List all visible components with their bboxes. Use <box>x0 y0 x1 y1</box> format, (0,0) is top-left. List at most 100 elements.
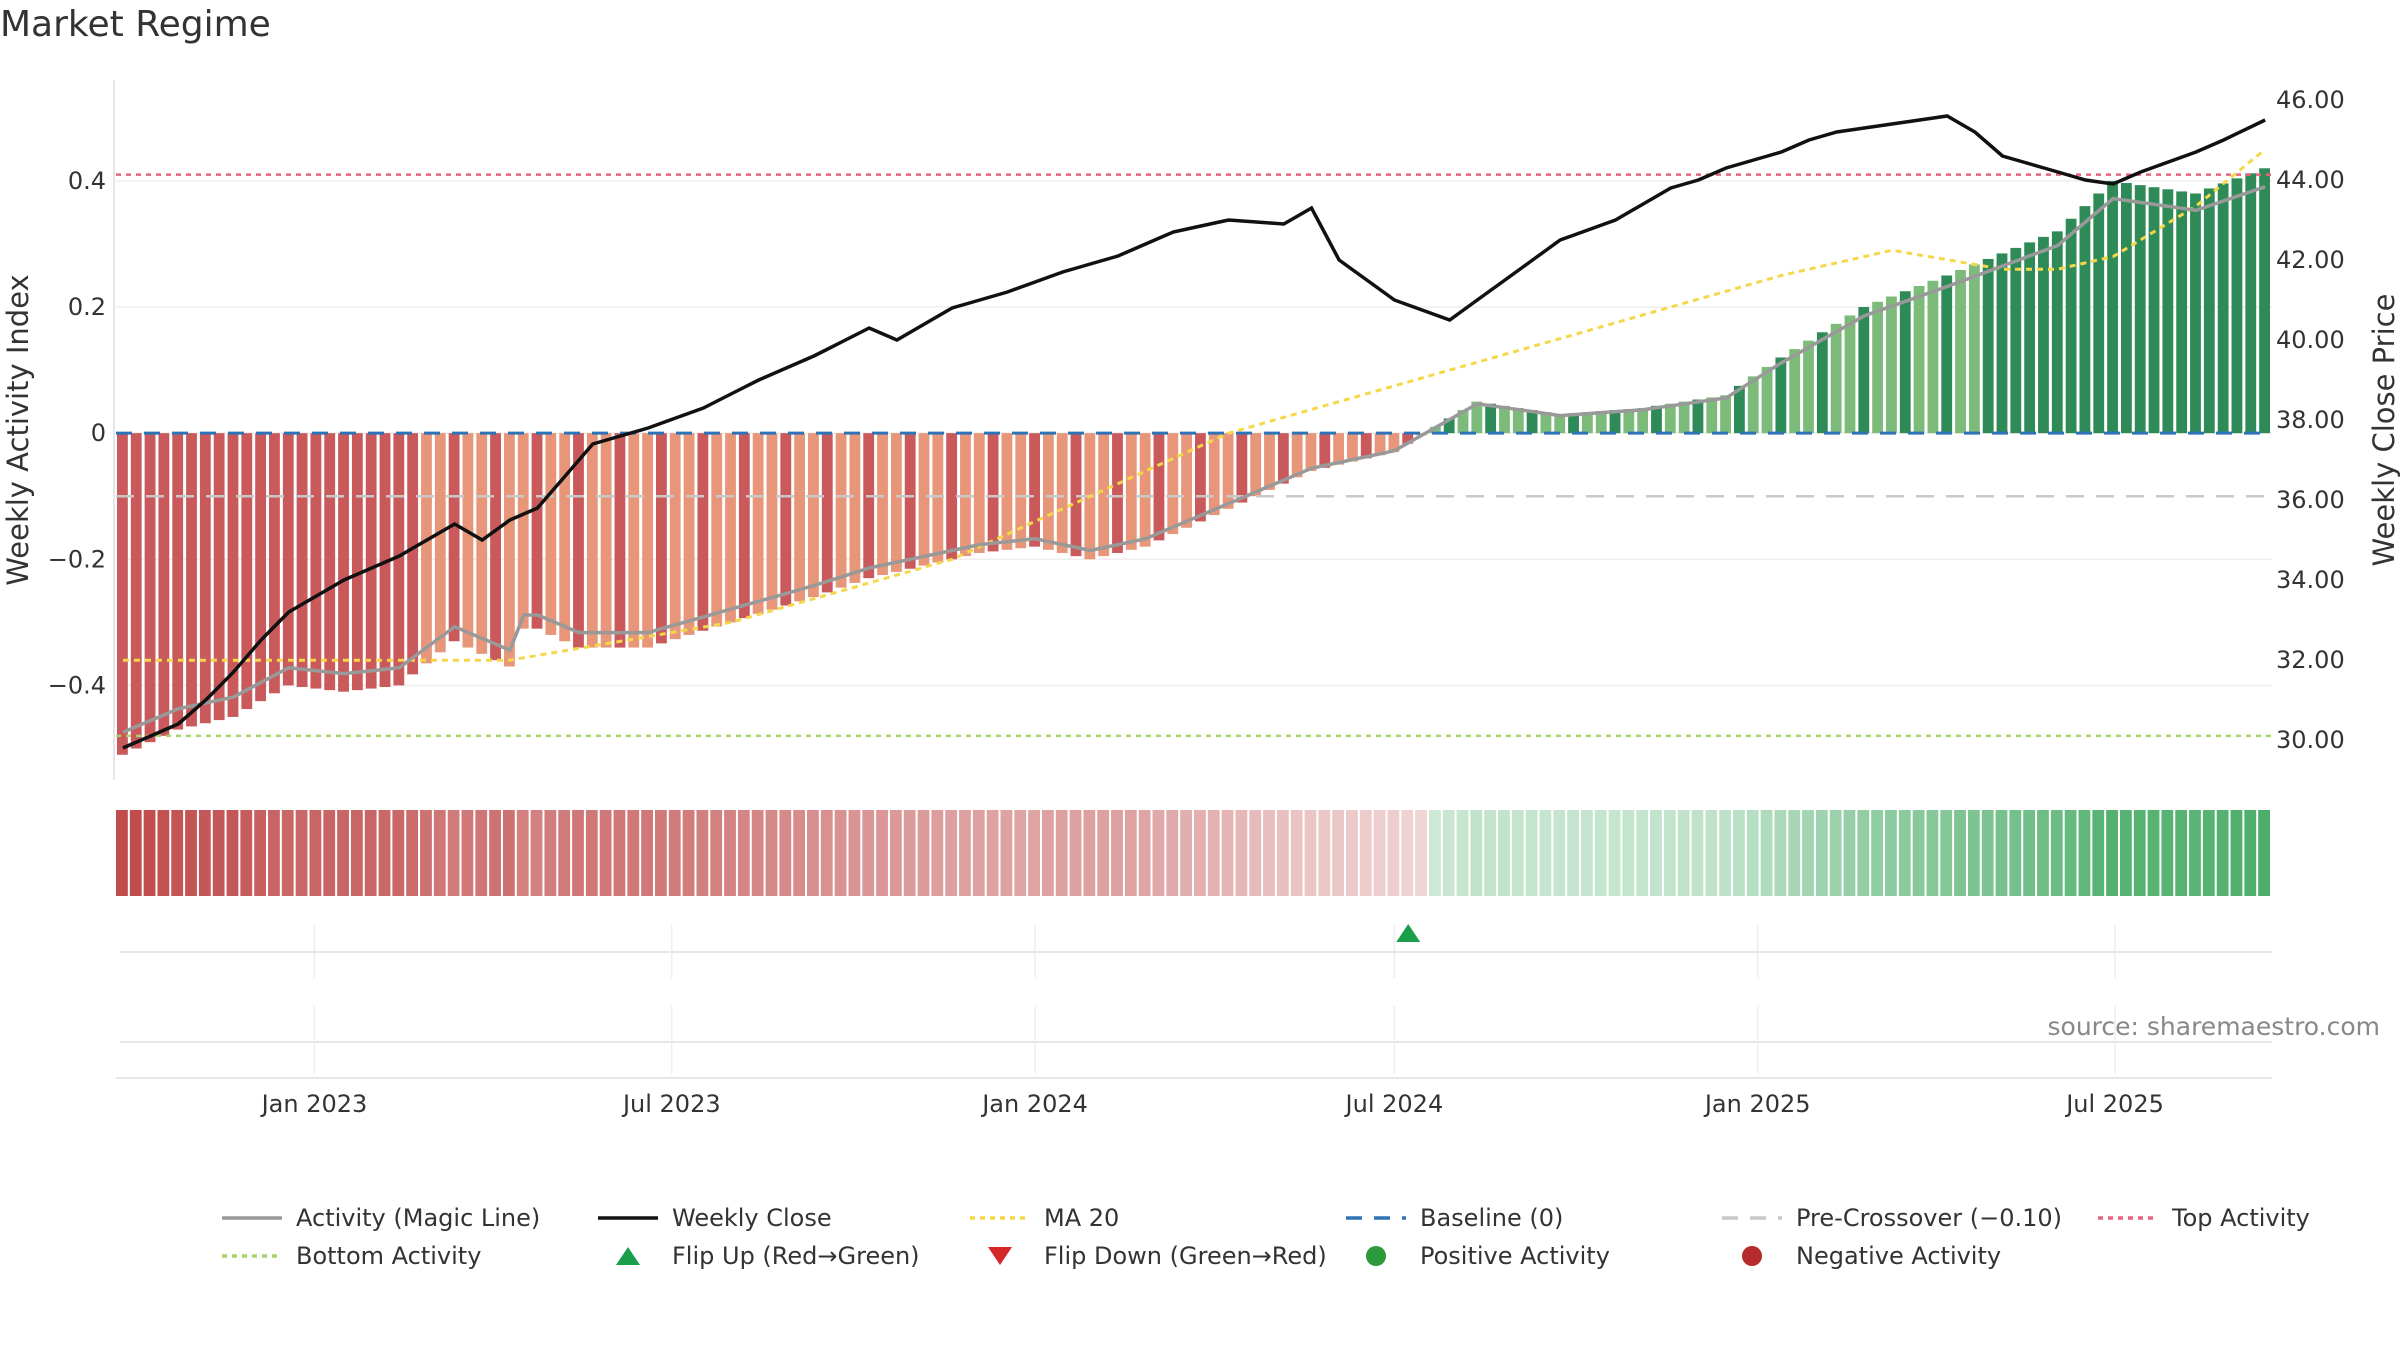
regime-strip-cell <box>2216 810 2229 896</box>
activity-bar <box>186 433 197 727</box>
regime-strip-cell <box>1263 810 1275 896</box>
regime-strip-cell <box>2078 810 2091 896</box>
activity-bar <box>1056 433 1068 553</box>
regime-strip-cell <box>281 810 294 896</box>
regime-strip-cell <box>268 810 280 896</box>
regime-strip-cell <box>309 810 322 896</box>
activity-bar <box>987 433 999 552</box>
activity-bar <box>1305 433 1317 471</box>
regime-strip-cell <box>226 810 239 896</box>
legend-item: Negative Activity <box>1720 1242 2001 1270</box>
y-left-tick-label: 0.2 <box>68 293 106 321</box>
activity-bar <box>669 433 681 640</box>
regime-strip-cell <box>1249 810 1262 896</box>
activity-bar <box>1222 433 1234 509</box>
activity-bar <box>835 433 847 588</box>
y-left-tick-label: −0.4 <box>48 671 106 699</box>
regime-strip-cell <box>2258 810 2270 896</box>
activity-bar <box>1554 414 1566 434</box>
regime-strip-cell <box>1843 810 1856 896</box>
regime-strip-cell <box>834 810 847 896</box>
activity-bar <box>144 433 156 743</box>
regime-strip-cell <box>1622 810 1635 896</box>
regime-strip-cell <box>254 810 267 896</box>
activity-bar <box>172 433 184 730</box>
regime-strip-cell <box>613 810 626 896</box>
legend-swatch <box>222 1254 282 1258</box>
regime-strip-cell <box>1539 810 1552 896</box>
activity-bar <box>2038 236 2049 434</box>
regime-strip-cell <box>1788 810 1801 896</box>
regime-strip-cell <box>1304 810 1317 896</box>
regime-strip-cell <box>516 810 529 896</box>
activity-bar <box>1609 410 1621 434</box>
regime-strip-cell <box>129 810 142 896</box>
legend-label: Activity (Magic Line) <box>296 1204 541 1232</box>
regime-strip-cell <box>889 810 902 896</box>
ma20-line <box>122 148 2267 662</box>
legend-label: Baseline (0) <box>1420 1204 1564 1232</box>
legend-item: Weekly Close <box>596 1204 832 1232</box>
activity-bar <box>351 433 363 691</box>
activity-bar <box>794 433 806 602</box>
activity-bar <box>1899 291 1911 434</box>
regime-strip-cell <box>198 810 211 896</box>
activity-bar <box>1568 413 1579 434</box>
activity-bar <box>2231 178 2243 434</box>
regime-strip-cell <box>378 810 391 896</box>
activity-bar <box>1167 433 1179 535</box>
regime-strip-cell <box>2092 810 2105 896</box>
activity-bar <box>2148 187 2160 434</box>
activity-bar <box>241 433 253 710</box>
regime-strip-cell <box>1359 810 1372 896</box>
activity-bar <box>1747 376 1759 434</box>
regime-strip-cell <box>793 810 806 896</box>
regime-strip-cell <box>1608 810 1621 896</box>
x-tick-label: Jan 2023 <box>260 1090 368 1118</box>
activity-bar <box>1927 280 1939 434</box>
regime-strip-cell <box>820 810 833 896</box>
regime-strip-cell <box>1567 810 1579 896</box>
regime-strip-cell <box>1152 810 1165 896</box>
regime-strip-cell <box>986 810 999 896</box>
activity-bar <box>766 433 778 610</box>
activity-bar <box>1692 399 1704 434</box>
legend-label: MA 20 <box>1044 1204 1120 1232</box>
activity-bar <box>877 433 888 576</box>
regime-strip-cell <box>502 810 515 896</box>
activity-bar <box>1374 433 1386 456</box>
legend-item: Top Activity <box>2096 1204 2310 1232</box>
regime-strip-cell <box>1097 810 1110 896</box>
y-right-tick-label: 40.00 <box>2276 326 2345 354</box>
activity-bar <box>503 433 515 667</box>
regime-strip-cell <box>1705 810 1718 896</box>
activity-bar <box>559 433 571 642</box>
activity-bar <box>573 433 584 648</box>
regime-strip-cell <box>337 810 349 896</box>
activity-bar <box>1195 433 1206 522</box>
regime-strip-cell <box>392 810 405 896</box>
regime-strip-cell <box>2009 810 2022 896</box>
activity-bar <box>379 433 391 687</box>
activity-bar <box>1098 433 1110 557</box>
regime-strip-cell <box>931 810 944 896</box>
activity-bar <box>310 433 322 689</box>
regime-strip-cell <box>972 810 985 896</box>
activity-bar <box>407 433 419 675</box>
regime-strip-cell <box>1055 810 1068 896</box>
activity-bar <box>324 433 336 691</box>
legend-swatch <box>1742 1246 1762 1266</box>
activity-bar <box>393 433 405 686</box>
regime-strip-cell <box>1636 810 1649 896</box>
regime-strip-cell <box>1650 810 1662 896</box>
activity-bar <box>821 433 833 593</box>
regime-strip-cell <box>1663 810 1676 896</box>
activity-bar <box>1996 253 2008 434</box>
activity-bar <box>2134 185 2146 434</box>
activity-bar <box>1913 286 1925 434</box>
regime-strip-cell <box>447 810 460 896</box>
regime-strip-cell <box>1401 810 1414 896</box>
regime-strip-cell <box>1290 810 1303 896</box>
activity-bar <box>517 433 529 629</box>
activity-bar <box>1333 433 1345 465</box>
